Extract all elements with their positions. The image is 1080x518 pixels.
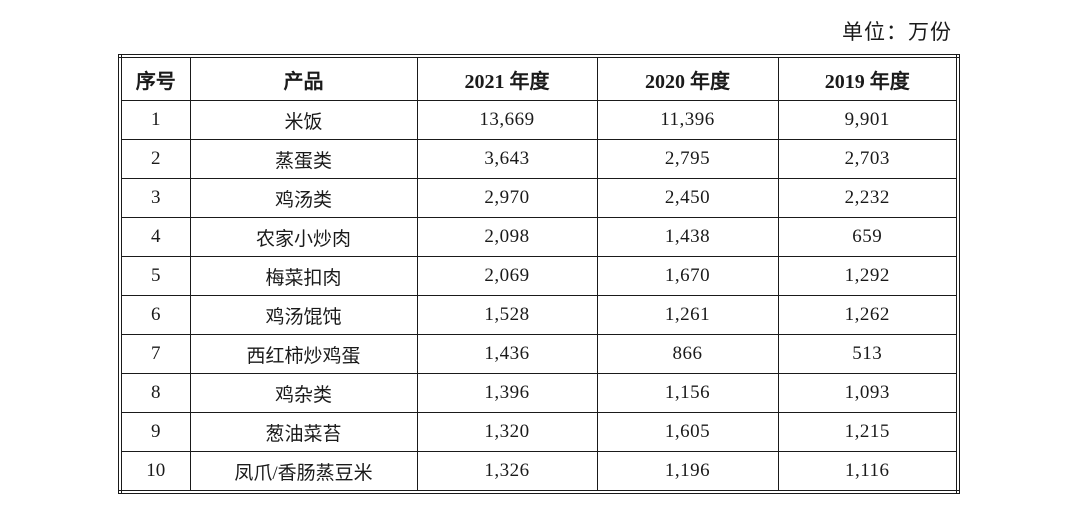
table-row: 4 农家小炒肉 2,098 1,438 659 <box>119 217 959 257</box>
cell-2019: 2,703 <box>777 139 959 179</box>
cell-2019: 1,093 <box>777 373 959 413</box>
cell-2019: 513 <box>777 334 959 374</box>
cell-2021: 13,669 <box>416 100 598 140</box>
table-row: 6 鸡汤馄饨 1,528 1,261 1,262 <box>119 295 959 335</box>
cell-2021: 3,643 <box>416 139 598 179</box>
cell-product: 西红柿炒鸡蛋 <box>189 334 418 374</box>
table-row: 5 梅菜扣肉 2,069 1,670 1,292 <box>119 256 959 296</box>
cell-no: 8 <box>119 373 191 413</box>
col-header-product: 产品 <box>189 55 418 101</box>
cell-2021: 1,320 <box>416 412 598 452</box>
cell-no: 4 <box>119 217 191 257</box>
cell-no: 1 <box>119 100 191 140</box>
cell-2020: 1,605 <box>596 412 779 452</box>
cell-product: 鸡杂类 <box>189 373 418 413</box>
table-row: 2 蒸蛋类 3,643 2,795 2,703 <box>119 139 959 179</box>
col-header-2021: 2021 年度 <box>416 55 598 101</box>
cell-no: 2 <box>119 139 191 179</box>
cell-2021: 1,326 <box>416 451 598 493</box>
cell-2019: 1,116 <box>777 451 959 493</box>
cell-2020: 866 <box>596 334 779 374</box>
cell-no: 7 <box>119 334 191 374</box>
cell-2019: 9,901 <box>777 100 959 140</box>
cell-2020: 11,396 <box>596 100 779 140</box>
cell-2021: 1,436 <box>416 334 598 374</box>
cell-no: 5 <box>119 256 191 296</box>
cell-2021: 2,069 <box>416 256 598 296</box>
col-header-no: 序号 <box>119 55 191 101</box>
cell-2021: 1,528 <box>416 295 598 335</box>
table-row: 9 葱油菜苔 1,320 1,605 1,215 <box>119 412 959 452</box>
cell-2019: 1,262 <box>777 295 959 335</box>
cell-2021: 2,970 <box>416 178 598 218</box>
table-header-row: 序号 产品 2021 年度 2020 年度 2019 年度 <box>119 55 959 101</box>
table-row: 1 米饭 13,669 11,396 9,901 <box>119 100 959 140</box>
products-table: 序号 产品 2021 年度 2020 年度 2019 年度 1 米饭 13,66… <box>118 54 960 494</box>
cell-2020: 1,156 <box>596 373 779 413</box>
cell-2021: 2,098 <box>416 217 598 257</box>
cell-2020: 2,795 <box>596 139 779 179</box>
table-row: 10 凤爪/香肠蒸豆米 1,326 1,196 1,116 <box>119 451 959 493</box>
cell-no: 10 <box>119 451 191 493</box>
cell-2021: 1,396 <box>416 373 598 413</box>
table-row: 7 西红柿炒鸡蛋 1,436 866 513 <box>119 334 959 374</box>
table-row: 8 鸡杂类 1,396 1,156 1,093 <box>119 373 959 413</box>
cell-product: 农家小炒肉 <box>189 217 418 257</box>
cell-no: 3 <box>119 178 191 218</box>
col-header-2020: 2020 年度 <box>596 55 779 101</box>
cell-2020: 2,450 <box>596 178 779 218</box>
cell-product: 葱油菜苔 <box>189 412 418 452</box>
cell-2020: 1,670 <box>596 256 779 296</box>
cell-no: 9 <box>119 412 191 452</box>
unit-label: 单位：万份 <box>842 20 952 44</box>
cell-2019: 1,292 <box>777 256 959 296</box>
cell-2019: 1,215 <box>777 412 959 452</box>
col-header-2019: 2019 年度 <box>777 55 959 101</box>
cell-product: 米饭 <box>189 100 418 140</box>
cell-no: 6 <box>119 295 191 335</box>
table-row: 3 鸡汤类 2,970 2,450 2,232 <box>119 178 959 218</box>
cell-2019: 659 <box>777 217 959 257</box>
cell-product: 凤爪/香肠蒸豆米 <box>189 451 418 493</box>
products-table-container: 序号 产品 2021 年度 2020 年度 2019 年度 1 米饭 13,66… <box>118 54 960 494</box>
cell-2020: 1,196 <box>596 451 779 493</box>
cell-product: 鸡汤类 <box>189 178 418 218</box>
cell-product: 鸡汤馄饨 <box>189 295 418 335</box>
cell-2019: 2,232 <box>777 178 959 218</box>
cell-product: 蒸蛋类 <box>189 139 418 179</box>
cell-2020: 1,261 <box>596 295 779 335</box>
cell-product: 梅菜扣肉 <box>189 256 418 296</box>
cell-2020: 1,438 <box>596 217 779 257</box>
